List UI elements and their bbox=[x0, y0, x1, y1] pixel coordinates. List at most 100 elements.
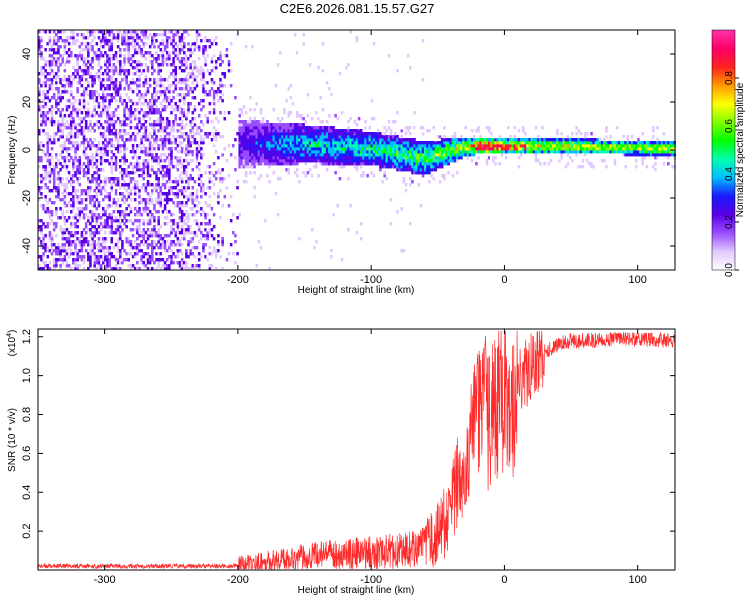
spectrogram-cell bbox=[142, 33, 146, 37]
spectrogram-cell bbox=[67, 255, 71, 259]
spectrogram-cell bbox=[63, 201, 67, 205]
spectrogram-cell bbox=[404, 141, 408, 145]
spectrogram-cell bbox=[42, 267, 45, 271]
spectrogram-cell bbox=[125, 258, 128, 262]
spectrogram-cell bbox=[104, 231, 107, 235]
spectrogram-cell bbox=[204, 114, 207, 118]
spectrogram-cell bbox=[255, 111, 259, 115]
spectrogram-cell bbox=[402, 156, 406, 160]
spectrogram-cell bbox=[468, 153, 472, 157]
spectrogram-cell bbox=[153, 57, 156, 61]
spectrogram-cell bbox=[185, 54, 188, 58]
spectrogram-cell bbox=[153, 141, 156, 145]
spectrogram-cell bbox=[293, 33, 297, 37]
spectrogram-cell bbox=[106, 177, 109, 181]
spectrogram-cell bbox=[121, 171, 124, 175]
spectrogram-cell bbox=[151, 246, 154, 250]
spectrogram-cell bbox=[325, 126, 329, 130]
spectrogram-cell bbox=[502, 138, 506, 142]
spectrogram-cell bbox=[308, 129, 312, 133]
spectrogram-cell bbox=[374, 150, 378, 154]
spectrogram-cell bbox=[63, 69, 67, 73]
spectrogram-cell bbox=[366, 159, 369, 163]
spectrogram-cell bbox=[423, 141, 427, 145]
spectrogram-cell bbox=[187, 180, 190, 184]
spectrogram-cell bbox=[108, 54, 111, 58]
spectrogram-cell bbox=[59, 216, 62, 220]
spectrogram-cell bbox=[140, 201, 143, 205]
spectrogram-cell bbox=[114, 177, 118, 181]
spectrogram-cell bbox=[217, 234, 220, 238]
spectrogram-cell bbox=[104, 210, 107, 214]
spectrogram-cell bbox=[257, 99, 261, 103]
spectrogram-cell bbox=[165, 222, 169, 226]
spectrogram-cell bbox=[504, 138, 508, 142]
spectrogram-cell bbox=[291, 144, 295, 148]
spectrogram-cell bbox=[402, 150, 406, 154]
spectrogram-cell bbox=[445, 153, 448, 157]
spectrogram-cell bbox=[80, 57, 84, 61]
spectrogram-cell bbox=[110, 186, 114, 190]
spectrogram-cell bbox=[208, 204, 212, 208]
spectrogram-cell bbox=[281, 159, 284, 163]
spectrogram-cell bbox=[93, 201, 96, 205]
spectrogram-cell bbox=[513, 126, 517, 130]
spectrogram-cell bbox=[398, 147, 401, 151]
spectrogram-cell bbox=[347, 132, 350, 136]
spectrogram-cell bbox=[338, 135, 342, 139]
spectrogram-cell bbox=[165, 39, 169, 43]
spectrogram-cell bbox=[146, 171, 150, 175]
spectrogram-cell bbox=[69, 267, 73, 271]
spectrogram-cell bbox=[106, 159, 109, 163]
spectrogram-cell bbox=[268, 126, 271, 130]
spectrogram-cell bbox=[110, 228, 114, 232]
spectrogram-cell bbox=[278, 147, 282, 151]
spectrogram-cell bbox=[340, 150, 344, 154]
spectrogram-cell bbox=[185, 186, 188, 190]
spectrogram-cell bbox=[157, 195, 160, 199]
spectrogram-cell bbox=[112, 69, 116, 73]
spectrogram-cell bbox=[362, 132, 365, 136]
spectrogram-cell bbox=[136, 33, 139, 37]
spectrogram-cell bbox=[253, 186, 256, 190]
spectrogram-cell bbox=[391, 159, 395, 163]
spectrogram-cell bbox=[80, 189, 84, 193]
spectrogram-cell bbox=[261, 156, 265, 160]
spectrogram-cell bbox=[148, 150, 152, 154]
spectrogram-cell bbox=[138, 162, 141, 166]
spectrogram-cell bbox=[251, 165, 254, 169]
spectrogram-cell bbox=[172, 96, 175, 100]
spectrogram-cell bbox=[355, 135, 359, 139]
spectrogram-cell bbox=[101, 108, 105, 112]
spectrogram-cell bbox=[204, 84, 207, 88]
spectrogram-cell bbox=[151, 267, 154, 271]
spectrogram-cell bbox=[223, 72, 227, 76]
spectrogram-cell bbox=[146, 168, 150, 172]
spectrogram-cell bbox=[180, 225, 184, 229]
spectrogram-cell bbox=[189, 90, 192, 94]
spectrogram-cell bbox=[345, 141, 348, 145]
spectrogram-cell bbox=[385, 177, 389, 181]
spectrogram-cell bbox=[342, 153, 346, 157]
spectrogram-cell bbox=[138, 222, 141, 226]
spectrogram-cell bbox=[59, 255, 62, 259]
spectrogram-cell bbox=[487, 138, 491, 142]
spectrogram-cell bbox=[507, 147, 510, 151]
spectrogram-cell bbox=[148, 111, 152, 115]
spectrogram-cell bbox=[268, 267, 271, 271]
spectrogram-cell bbox=[323, 153, 327, 157]
spectrogram-cell bbox=[383, 162, 386, 166]
spectrogram-cell bbox=[61, 192, 64, 196]
spectrogram-cell bbox=[272, 126, 276, 130]
spectrogram-cell bbox=[264, 219, 267, 223]
spectrogram-cell bbox=[40, 120, 43, 124]
spectrogram-cell bbox=[52, 168, 56, 172]
spectrogram-cell bbox=[276, 63, 280, 67]
spectrogram-cell bbox=[244, 162, 248, 166]
spectrogram-cell bbox=[464, 141, 467, 145]
spectrogram-cell bbox=[340, 258, 344, 262]
spectrogram-cell bbox=[325, 159, 329, 163]
spectrogram-cell bbox=[151, 201, 154, 205]
spectrogram-cell bbox=[458, 153, 461, 157]
spectrogram-cell bbox=[42, 222, 45, 226]
